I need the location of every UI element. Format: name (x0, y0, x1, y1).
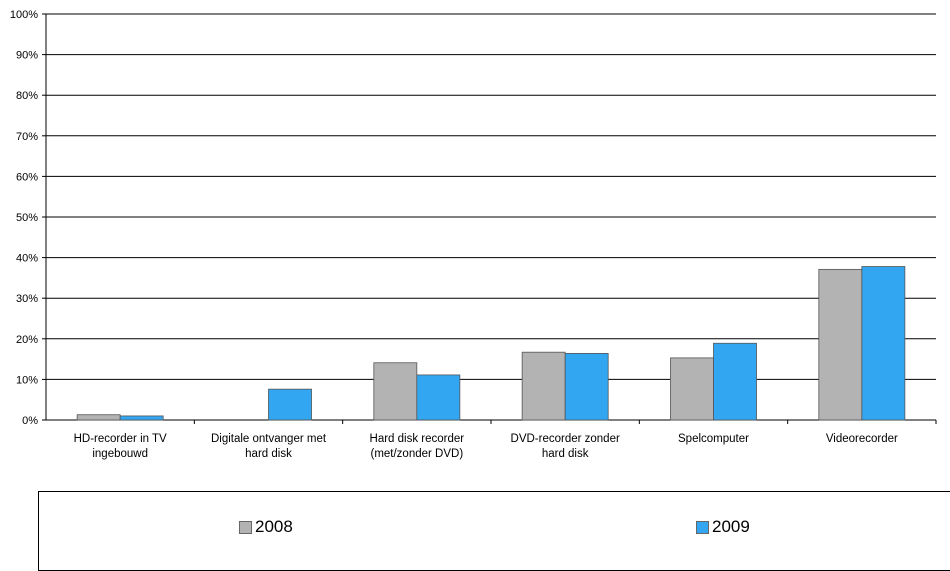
bar-2008-3 (521, 351, 566, 421)
bar-2009-2 (416, 374, 461, 421)
legend: 2008 2009 (38, 491, 950, 571)
legend-swatch-2008 (239, 520, 252, 534)
x-category-label: Hard disk recorder (met/zonder DVD) (370, 433, 465, 460)
bar-2009-4 (713, 342, 757, 421)
legend-label-2009: 2009 (712, 517, 750, 536)
x-category-label: Spelcomputer (678, 433, 749, 445)
y-tick-label: 50% (16, 212, 38, 224)
bar-2009-5 (861, 266, 906, 421)
bar-chart: 0% 10% 20% 30% 40% 50% 60% 70% 80% 90% 100% HD-reco… (10, 9, 937, 460)
y-tick-label: 0% (22, 415, 38, 427)
y-tick-label: 80% (16, 90, 38, 102)
bar-2008-0 (76, 414, 121, 421)
y-tick-label: 60% (16, 171, 38, 183)
legend-label-2008: 2008 (255, 517, 293, 536)
x-category-label: DVD-recorder zonder hard disk (511, 433, 620, 460)
legend-item-2008: 2008 (239, 517, 293, 537)
bar-2008-2 (373, 362, 418, 421)
y-tick-label: 100% (10, 9, 38, 21)
bar-2008-5 (818, 268, 863, 421)
bar-2009-1 (268, 388, 312, 421)
y-tick-label: 10% (16, 374, 38, 386)
y-tick-label: 70% (16, 131, 38, 143)
bar-2008-4 (670, 357, 714, 421)
bar-2009-3 (564, 353, 609, 421)
y-tick-label: 90% (16, 50, 38, 62)
bar-2009-0 (119, 415, 164, 421)
legend-swatch-2009 (696, 520, 709, 534)
legend-item-2009: 2009 (696, 517, 750, 537)
y-tick-label: 30% (16, 293, 38, 305)
x-category-label: Digitale ontvanger met hard disk (211, 433, 327, 460)
y-tick-label: 20% (16, 334, 38, 346)
x-category-label: HD-recorder in TV ingebouwd (74, 433, 167, 460)
x-category-label: Videorecorder (826, 433, 898, 445)
y-tick-label: 40% (16, 253, 38, 265)
